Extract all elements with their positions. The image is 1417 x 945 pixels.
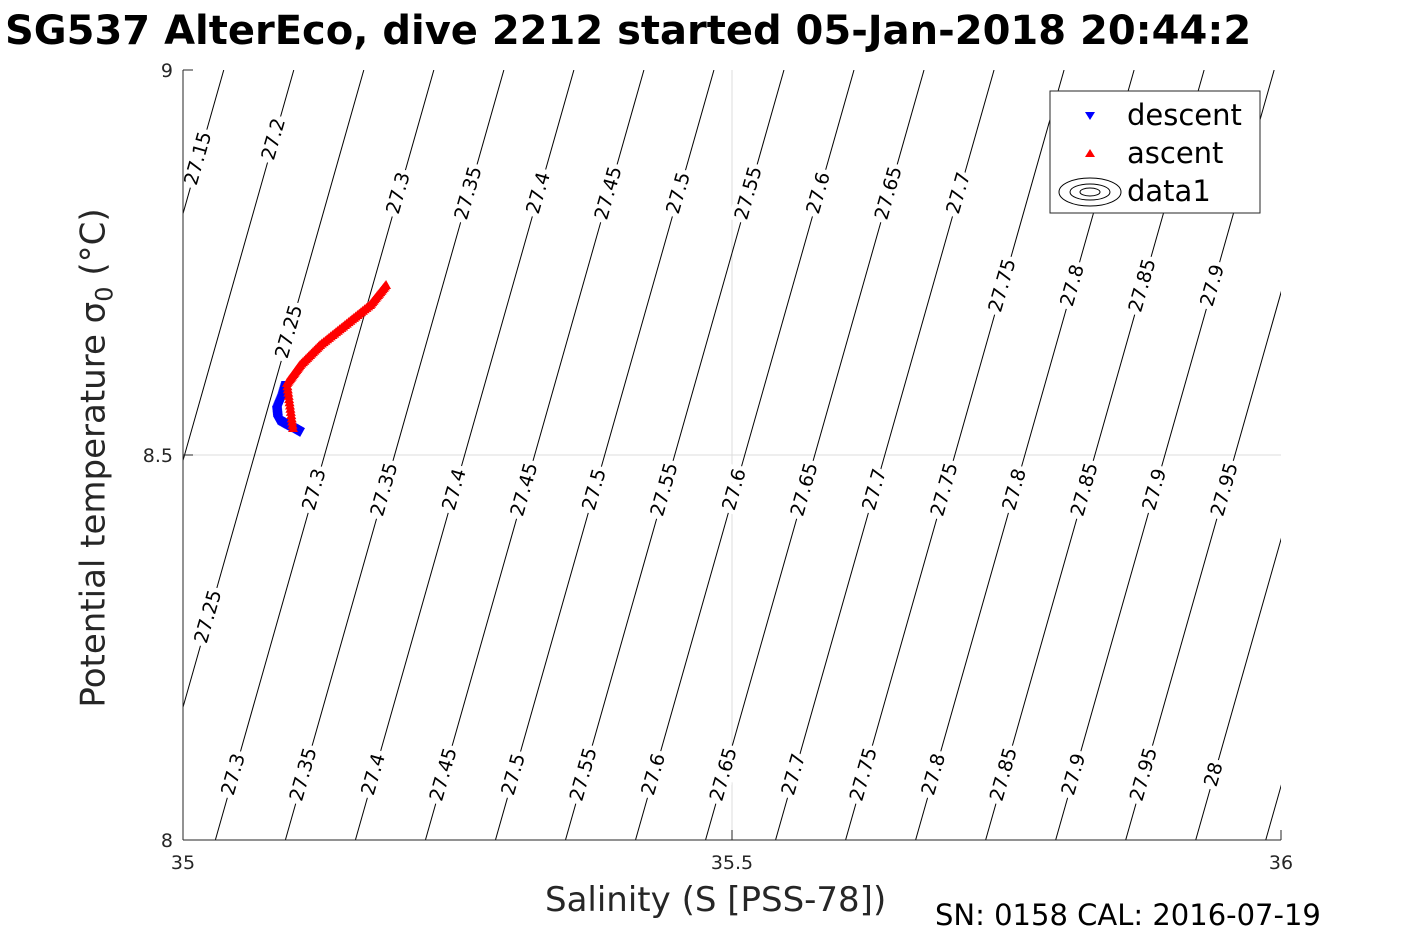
contour-legend-icon: [1058, 177, 1122, 207]
contour-label: 27.3: [217, 751, 250, 798]
contour-label: 27.85: [1066, 460, 1102, 518]
contour-label: 27.65: [786, 460, 822, 518]
contour-label: 27.45: [506, 460, 542, 518]
contour-label: 27.9: [1057, 751, 1090, 798]
contour-label: 27.75: [926, 460, 962, 518]
contour-label: 27.9: [1196, 262, 1229, 309]
contour-line: [635, 70, 855, 840]
contour-label: 27.6: [637, 751, 670, 798]
data-points: [271, 279, 392, 437]
isopycnal-contours: [0, 70, 1417, 840]
contour-label: 27.4: [357, 751, 390, 798]
legend-ascent: ascent: [1127, 136, 1223, 170]
contour-label: 27.75: [984, 256, 1020, 314]
contour-line: [424, 70, 645, 840]
contour-label: 27.5: [578, 466, 611, 513]
contour-line: [845, 70, 1065, 840]
contour-line: [1125, 290, 1281, 840]
axes: 35 35.5 36 8 8.5 9: [143, 60, 1293, 874]
contour-label: 27.2: [257, 116, 290, 163]
contour-label: 27.5: [497, 751, 530, 798]
contour-label: 27.65: [706, 745, 742, 803]
legend-descent: descent: [1127, 98, 1242, 132]
contour-label: 27.85: [1124, 256, 1160, 314]
ascent-marker-icon: [1085, 149, 1095, 157]
contour-label: 27.15: [180, 129, 216, 187]
contour-line: [183, 70, 225, 216]
contour-line: [494, 70, 715, 840]
y-tick-label: 8.5: [143, 445, 173, 467]
contour-line: [1265, 784, 1281, 840]
contour-labels: 27.15 27.2 27.25 27.3 27.35 27.4 27.45 27.5 27.5…: [176, 111, 1248, 808]
x-axis-label: Salinity (S [PSS-78]): [545, 880, 887, 920]
grid: [183, 70, 1281, 840]
contour-line: [705, 70, 925, 840]
chart-title: SG537 AlterEco, dive 2212 started 05-Jan…: [5, 8, 1252, 54]
contour-label: 27.8: [917, 751, 950, 798]
contour-label: 27.3: [298, 466, 331, 513]
contour-label: 27.7: [777, 751, 810, 798]
contour-line: [1195, 537, 1281, 840]
contour-label: 27.8: [998, 466, 1031, 513]
contour-label: 27.6: [802, 170, 835, 217]
contour-label: 27.9: [1138, 466, 1171, 513]
y-tick-label: 9: [161, 60, 173, 82]
contour-label: 27.45: [425, 745, 461, 803]
contour-label: 27.35: [285, 745, 321, 803]
contour-line: [0, 70, 84, 840]
contour-label: 27.7: [858, 466, 891, 513]
contour-label: 27.8: [1056, 262, 1089, 309]
contour-label: 27.55: [730, 164, 766, 222]
contour-line: [214, 70, 435, 840]
contour-label: 27.4: [438, 466, 471, 513]
contour-line: [0, 70, 154, 840]
legend-box: [1049, 90, 1261, 214]
contour-label: 27.75: [846, 745, 882, 803]
contour-label: 27.35: [450, 164, 486, 222]
x-tick-label: 35.5: [711, 852, 753, 874]
legend-data1: data1: [1127, 174, 1211, 208]
contour-label: 27.55: [565, 745, 601, 803]
x-tick-label: 35: [171, 852, 195, 874]
contour-label: 27.25: [271, 302, 307, 360]
serial-cal-footer: SN: 0158 CAL: 2016-07-19: [935, 898, 1321, 932]
contour-line: [775, 70, 995, 840]
contour-line: [564, 70, 785, 840]
y-tick-label: 8: [161, 830, 173, 852]
contour-label: 27.7: [942, 170, 975, 217]
contour-label: 27.5: [662, 170, 695, 217]
x-tick-label: 36: [1269, 852, 1293, 874]
contour-label: 27.35: [366, 460, 402, 518]
contour-label: 27.55: [646, 460, 682, 518]
contour-label: 27.4: [522, 170, 555, 217]
contour-label: 27.85: [986, 745, 1022, 803]
legend: descent ascent data1: [1049, 90, 1261, 214]
contour-label: 27.25: [190, 587, 226, 645]
contour-label: 27.3: [382, 170, 415, 217]
contour-label: 28: [1200, 760, 1228, 789]
contour-label: 27.6: [718, 466, 751, 513]
ascent-point: [381, 279, 392, 289]
descent-marker-icon: [1085, 112, 1095, 120]
contour-line: [284, 70, 505, 840]
contour-line: [354, 70, 575, 840]
contour-label: 27.95: [1126, 745, 1162, 803]
contour-label: 27.95: [1207, 460, 1243, 518]
contour-line: [183, 70, 365, 710]
contour-line: [1336, 70, 1417, 840]
contour-label: 27.45: [590, 164, 626, 222]
descent-point: [295, 427, 306, 437]
contour-label: 27.65: [871, 164, 907, 222]
